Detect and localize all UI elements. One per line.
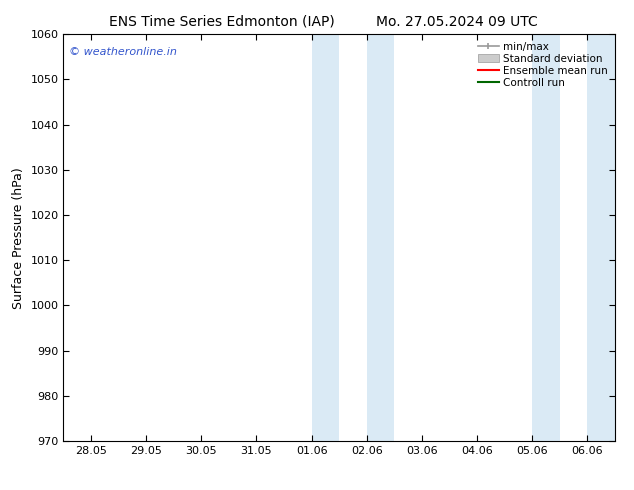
Bar — [533, 34, 560, 441]
Text: © weatheronline.in: © weatheronline.in — [69, 47, 177, 56]
Legend: min/max, Standard deviation, Ensemble mean run, Controll run: min/max, Standard deviation, Ensemble me… — [476, 40, 610, 90]
Bar — [588, 34, 615, 441]
Text: ENS Time Series Edmonton (IAP): ENS Time Series Edmonton (IAP) — [109, 15, 335, 29]
Bar — [366, 34, 394, 441]
Text: Mo. 27.05.2024 09 UTC: Mo. 27.05.2024 09 UTC — [375, 15, 538, 29]
Y-axis label: Surface Pressure (hPa): Surface Pressure (hPa) — [12, 167, 25, 309]
Bar — [312, 34, 339, 441]
